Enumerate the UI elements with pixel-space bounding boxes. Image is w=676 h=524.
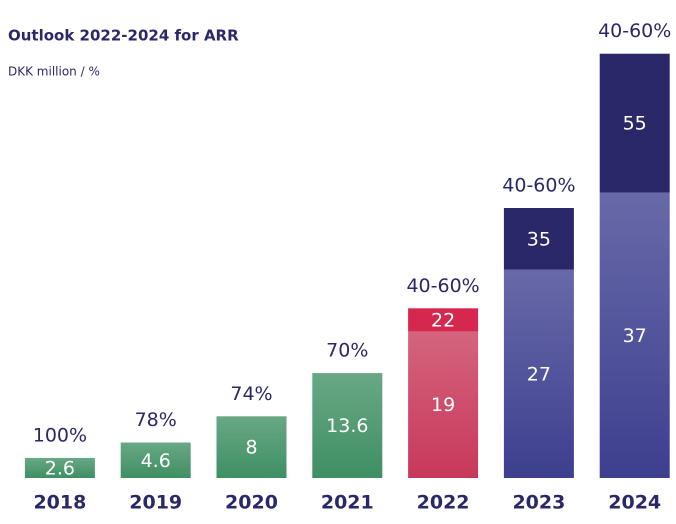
x-tick-label: 2019 [129,492,182,514]
bar [216,416,287,478]
value-label: 37 [623,325,647,347]
bar-upper-range [408,308,479,332]
x-tick-label: 2022 [417,492,470,514]
growth-label: 78% [135,409,177,431]
bar [503,269,574,478]
chart-subtitle: DKK million / % [8,65,100,79]
growth-label: 40-60% [598,20,671,42]
growth-label: 40-60% [406,275,479,297]
value-label: 27 [527,363,551,385]
growth-label: 70% [326,340,368,362]
x-tick-label: 2020 [225,492,278,514]
x-tick-label: 2018 [33,492,86,514]
value-label: 22 [431,309,455,331]
growth-label: 40-60% [502,175,575,197]
value-label: 4.6 [141,450,171,472]
value-label: 13.6 [326,415,368,437]
bar [120,442,191,478]
growth-label: 100% [33,424,87,446]
value-label: 2.6 [45,457,75,479]
value-label: 8 [245,437,257,459]
growth-label: 74% [230,383,272,405]
bar [312,373,383,478]
value-label: 19 [431,394,455,416]
value-label: 55 [623,113,647,135]
bar [24,457,95,478]
bar-upper-range [599,53,670,193]
chart-title: Outlook 2022-2024 for ARR [8,27,239,45]
bar [599,192,670,479]
x-tick-label: 2023 [512,492,565,514]
x-tick-label: 2021 [321,492,374,514]
value-label: 35 [527,228,551,250]
bar-upper-range [503,208,574,270]
x-tick-label: 2024 [608,492,661,514]
bar [408,331,479,478]
